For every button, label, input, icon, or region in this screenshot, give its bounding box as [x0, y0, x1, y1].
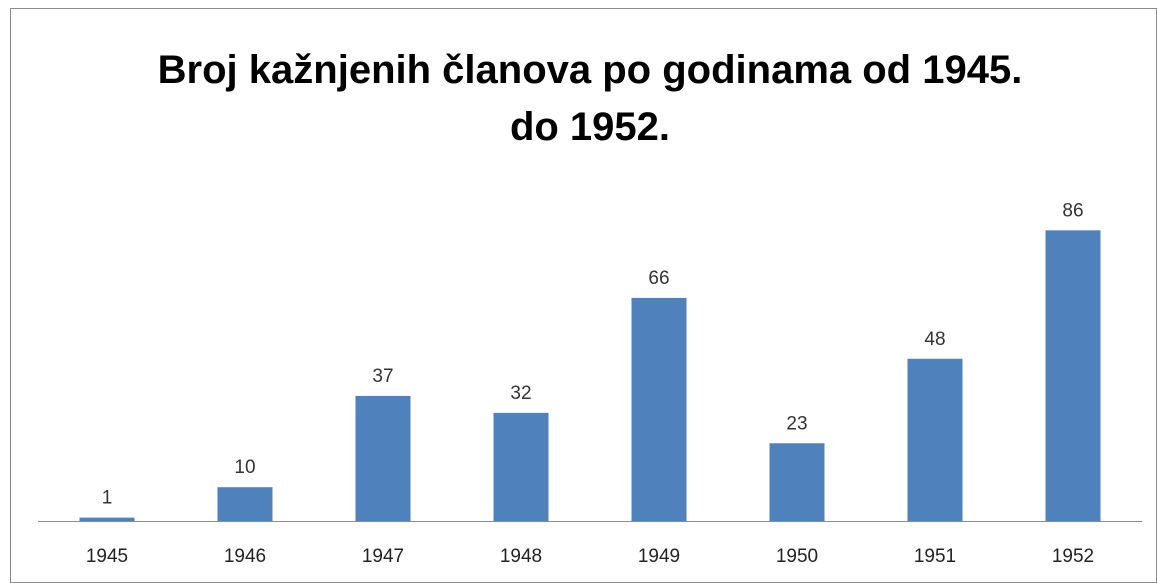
data-label: 66	[648, 268, 669, 289]
bar	[769, 443, 825, 521]
x-tick-label: 1946	[224, 546, 266, 567]
chart-title: Broj kažnjenih članova po godinama od 19…	[158, 48, 1023, 92]
x-tick-label: 1947	[362, 546, 404, 567]
data-label: 37	[372, 366, 393, 387]
x-tick-label: 1952	[1052, 546, 1094, 567]
data-label: 1	[102, 488, 113, 509]
bar	[631, 297, 687, 521]
bar	[217, 487, 273, 521]
data-label: 48	[924, 329, 945, 350]
data-label: 32	[510, 383, 531, 404]
bar	[79, 517, 135, 521]
chart-border	[10, 8, 1157, 583]
x-tick-label: 1950	[776, 546, 818, 567]
bar	[1045, 230, 1101, 521]
x-tick-label: 1945	[86, 546, 128, 567]
x-tick-label: 1949	[638, 546, 680, 567]
x-tick-label: 1951	[914, 546, 956, 567]
data-label: 86	[1062, 200, 1083, 221]
bar	[493, 412, 549, 521]
bar	[907, 358, 963, 521]
x-tick-label: 1948	[500, 546, 542, 567]
chart-title: do 1952.	[510, 105, 670, 149]
bar	[355, 395, 411, 521]
data-label: 10	[234, 457, 255, 478]
data-label: 23	[786, 413, 807, 434]
